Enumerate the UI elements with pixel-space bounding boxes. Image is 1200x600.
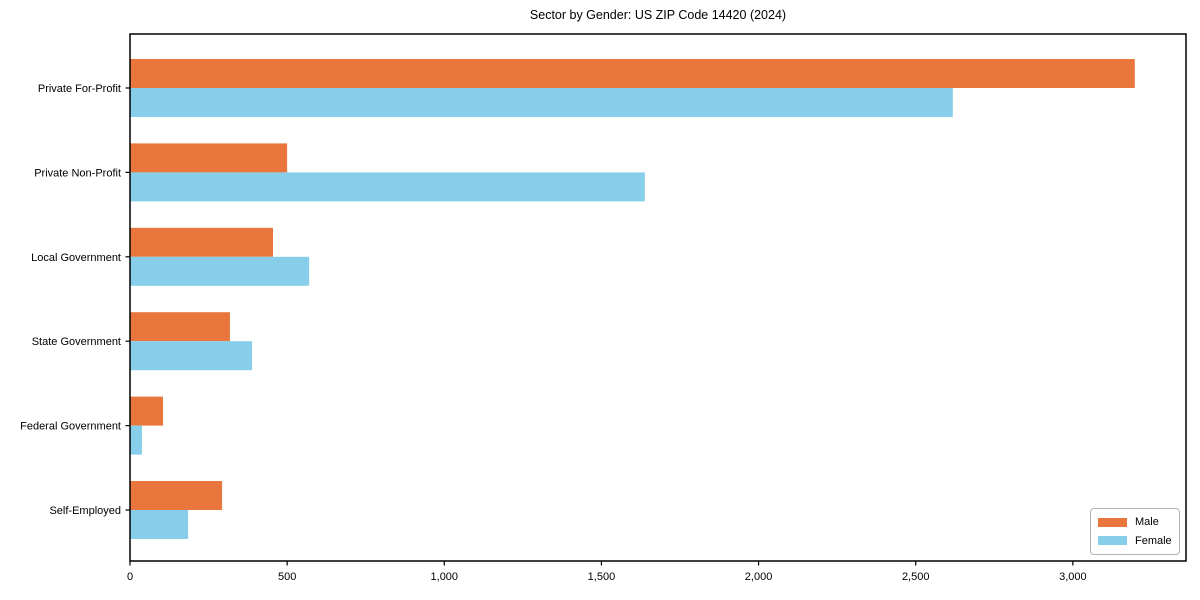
bar-male-self-employed bbox=[130, 481, 223, 510]
y-tick-label-local-government: Local Government bbox=[31, 252, 121, 264]
x-tick-label-500: 500 bbox=[278, 571, 296, 583]
y-tick-label-self-employed: Self-Employed bbox=[49, 505, 121, 517]
bar-male-private-for-profit bbox=[130, 59, 1135, 88]
legend-label-male: Male bbox=[1135, 516, 1159, 529]
bar-male-local-government bbox=[130, 227, 273, 257]
bar-male-federal-government bbox=[130, 396, 163, 426]
plot-frame bbox=[129, 33, 1187, 562]
x-tick-label-1500: 1,500 bbox=[588, 571, 616, 583]
y-tick-label-state-government: State Government bbox=[32, 336, 121, 348]
bar-male-private-non-profit bbox=[130, 143, 288, 173]
bar-female-local-government bbox=[130, 256, 310, 286]
y-tick-label-private-non-profit: Private Non-Profit bbox=[34, 167, 121, 179]
bar-female-private-non-profit bbox=[130, 172, 645, 202]
bar-female-self-employed bbox=[130, 510, 189, 539]
legend-item-female: Female bbox=[1098, 535, 1172, 547]
chart-title: Sector by Gender: US ZIP Code 14420 (202… bbox=[529, 8, 787, 22]
x-tick-label-3000: 3,000 bbox=[1059, 571, 1087, 583]
y-tick-label-private-for-profit: Private For-Profit bbox=[38, 83, 121, 95]
bar-female-state-government bbox=[130, 341, 252, 371]
x-tick-label-1000: 1,000 bbox=[431, 571, 459, 583]
x-tick-label-2500: 2,500 bbox=[902, 571, 930, 583]
legend-item-male: Male bbox=[1098, 516, 1172, 528]
x-tick-label-0: 0 bbox=[127, 571, 133, 583]
male-color-swatch bbox=[1098, 517, 1127, 527]
x-tick-label-2000: 2,000 bbox=[745, 571, 773, 583]
female-color-swatch bbox=[1098, 536, 1127, 546]
y-tick-label-federal-government: Federal Government bbox=[20, 421, 121, 433]
legend-label-female: Female bbox=[1135, 534, 1172, 547]
bar-female-federal-government bbox=[130, 425, 142, 455]
bar-male-state-government bbox=[130, 312, 230, 342]
legend: Male Female bbox=[1090, 508, 1180, 555]
bar-female-private-for-profit bbox=[130, 88, 953, 117]
